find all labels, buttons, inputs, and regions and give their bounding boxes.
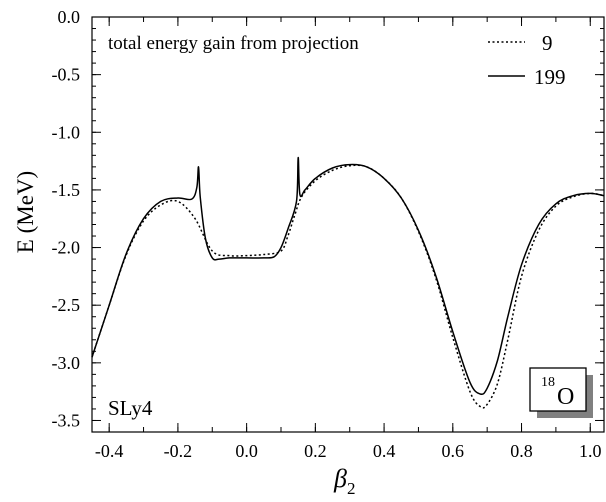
nucleus-symbol: O <box>557 384 574 410</box>
annotation-top-left: total energy gain from projection <box>108 33 359 54</box>
annotation-sly4: SLy4 <box>108 396 153 420</box>
x-tick-label: 0.4 <box>373 441 396 461</box>
series-line-199 <box>91 156 605 396</box>
x-axis-label-sub: 2 <box>347 479 356 498</box>
x-tick-label: -0.2 <box>164 441 193 461</box>
nucleus-mass: 18 <box>541 375 555 390</box>
x-tick-label: 1.0 <box>579 441 602 461</box>
legend-label-9: 9 <box>542 31 553 55</box>
x-tick-label: 0.8 <box>510 441 533 461</box>
x-axis-label-main: β <box>333 464 347 493</box>
y-tick-label: -3.5 <box>52 410 81 430</box>
x-axis-label: β2 <box>333 464 355 498</box>
y-tick-label: -2.0 <box>52 238 81 258</box>
y-tick-label: -0.5 <box>52 65 81 85</box>
series-line-9 <box>91 164 605 409</box>
x-tick-label: 0.2 <box>304 441 327 461</box>
y-tick-label: -3.0 <box>52 353 81 373</box>
x-tick-labels: -0.4 -0.2 0.0 0.2 0.4 0.6 0.8 1.0 <box>95 441 602 461</box>
legend: 9 199 <box>488 31 566 89</box>
y-axis-label: E (MeV) <box>13 171 38 253</box>
x-tick-label: 0.6 <box>442 441 465 461</box>
legend-label-199: 199 <box>534 65 566 89</box>
x-tick-label: -0.4 <box>95 441 124 461</box>
y-tick-labels: 0.0 -0.5 -1.0 -1.5 -2.0 -2.5 -3.0 -3.5 <box>52 7 81 430</box>
nucleus-box <box>529 367 587 412</box>
y-tick-label: -1.5 <box>52 180 81 200</box>
y-tick-label: 0.0 <box>58 7 81 27</box>
x-tick-label: 0.0 <box>235 441 258 461</box>
y-tick-label: -1.0 <box>52 122 81 142</box>
y-tick-label: -2.5 <box>52 295 81 315</box>
series-layer <box>91 156 605 409</box>
plot-frame <box>91 16 605 433</box>
axis-ticks <box>92 16 604 433</box>
